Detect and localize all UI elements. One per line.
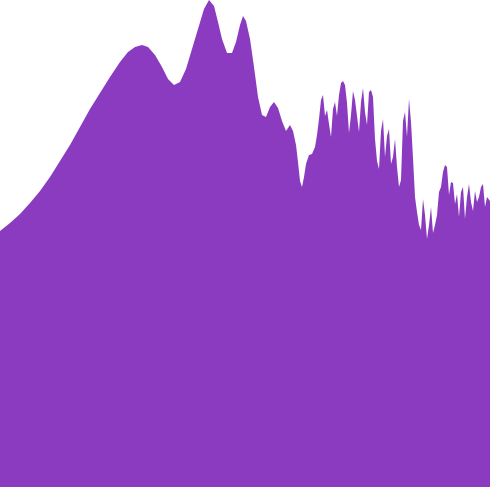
chart-root <box>0 0 490 487</box>
area-chart <box>0 0 490 487</box>
area-series-1 <box>0 0 490 487</box>
